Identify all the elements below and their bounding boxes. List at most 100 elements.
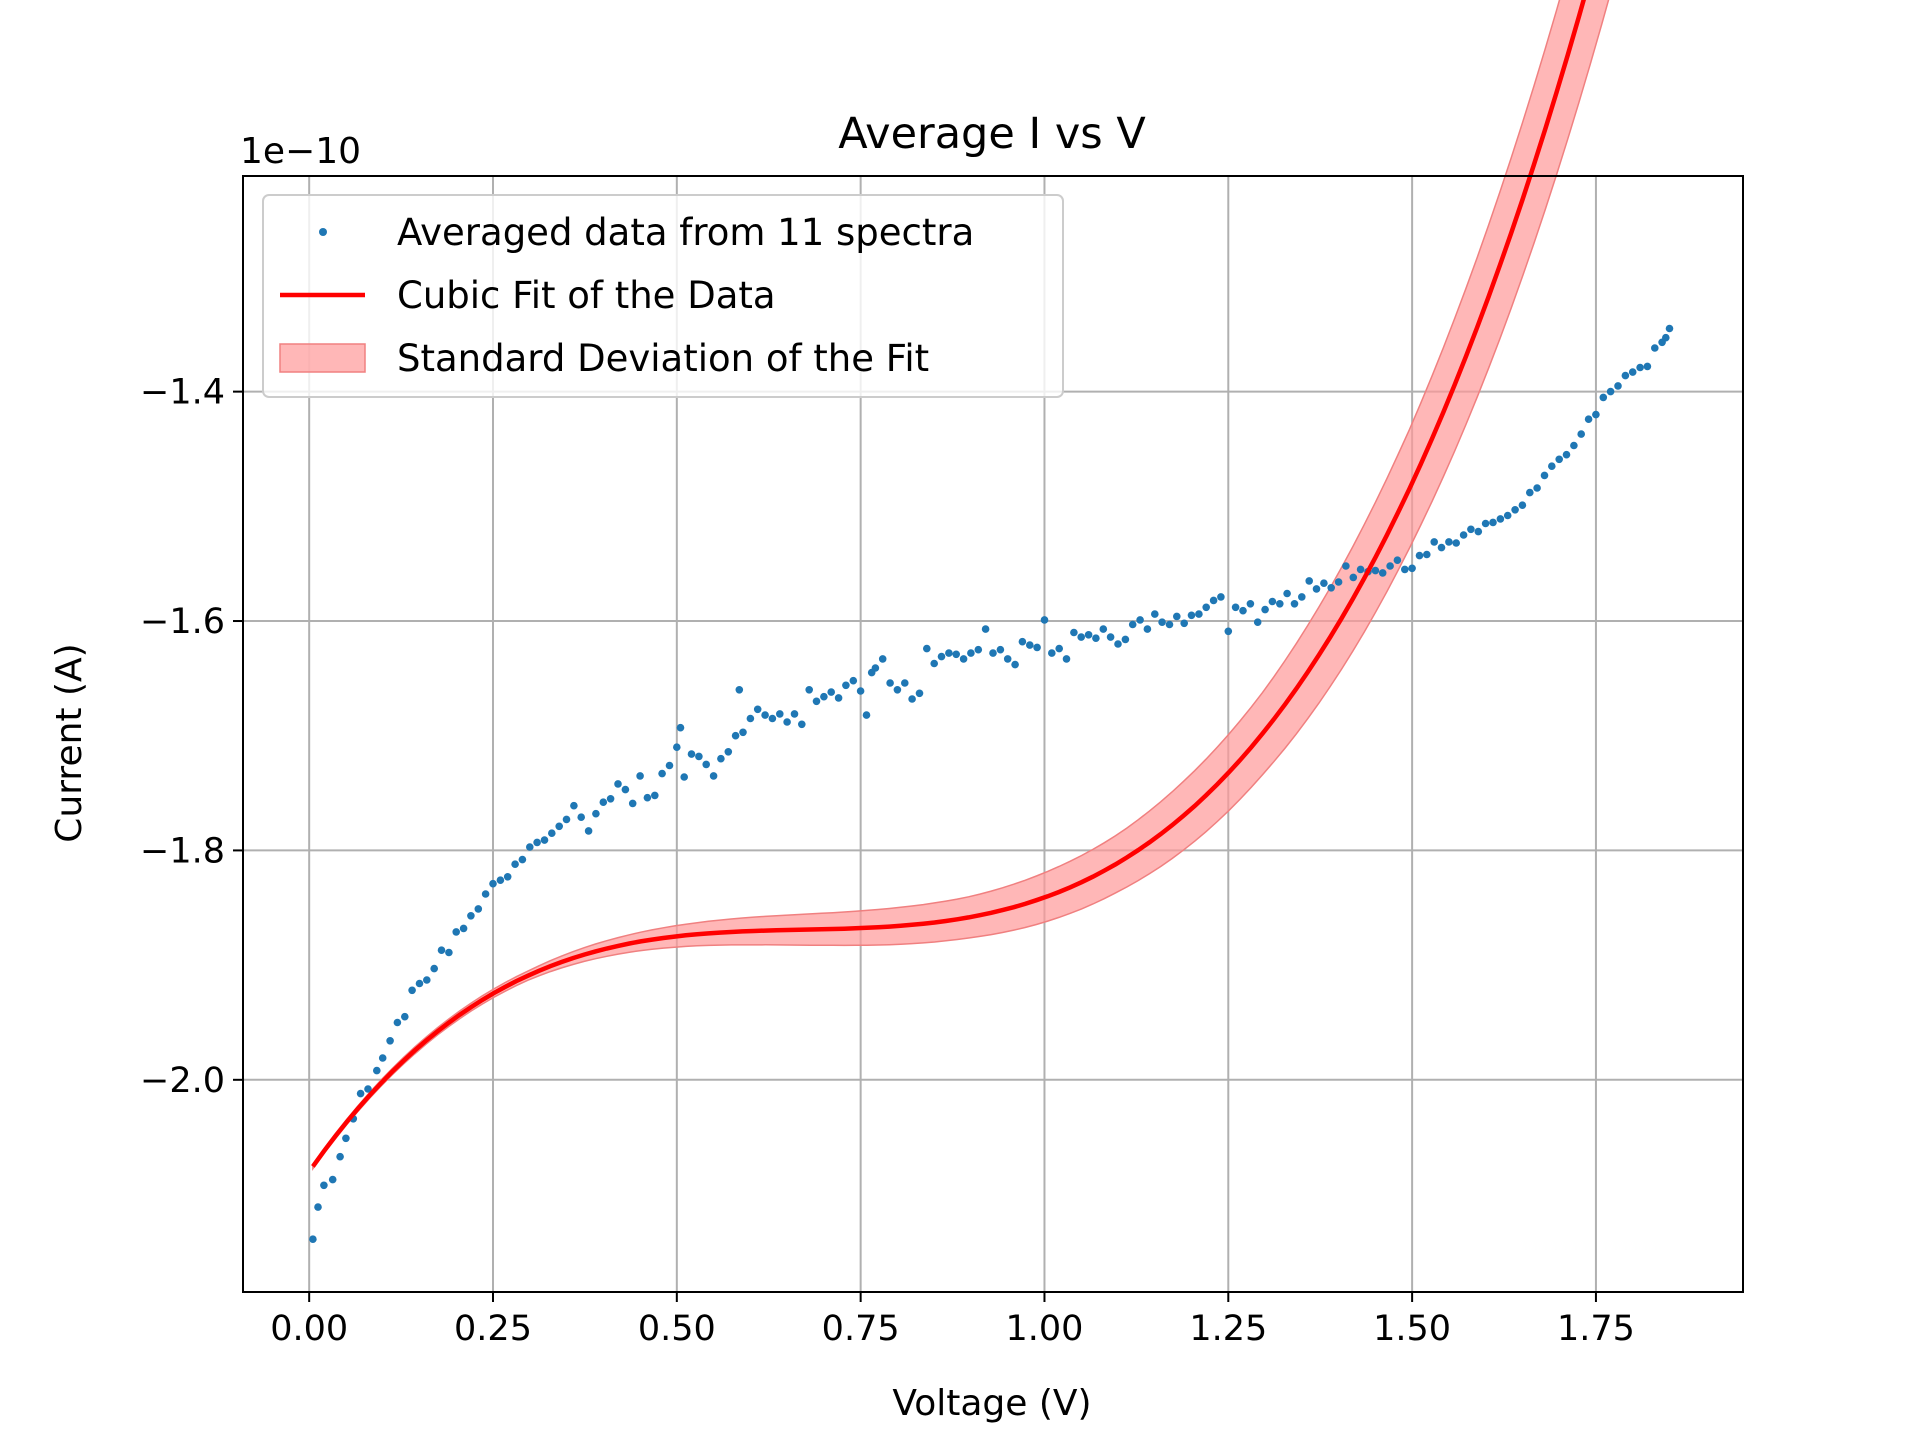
data-point bbox=[717, 754, 725, 763]
data-point bbox=[1158, 618, 1166, 626]
data-point bbox=[452, 928, 461, 936]
data-point bbox=[342, 1134, 350, 1143]
data-point bbox=[614, 780, 622, 788]
y-axis-ticks: −2.0 −1.8 −1.6 −1.4 bbox=[140, 373, 243, 1101]
data-point bbox=[1526, 488, 1534, 497]
data-point bbox=[1452, 539, 1460, 547]
data-point bbox=[533, 838, 541, 847]
data-point bbox=[1540, 471, 1549, 480]
data-point bbox=[423, 976, 431, 984]
data-point bbox=[1312, 585, 1321, 593]
data-point bbox=[665, 761, 674, 770]
data-point bbox=[540, 836, 549, 844]
data-point bbox=[415, 979, 424, 988]
data-point bbox=[1011, 660, 1019, 669]
data-point bbox=[320, 1181, 328, 1190]
data-point bbox=[776, 710, 784, 718]
data-point bbox=[1636, 363, 1644, 372]
data-point bbox=[1665, 324, 1674, 333]
data-point bbox=[1224, 627, 1233, 636]
data-point bbox=[1415, 551, 1424, 560]
data-point bbox=[373, 1066, 381, 1075]
scatter-points bbox=[309, 324, 1674, 1243]
x-tick-label: 0.50 bbox=[638, 1309, 716, 1349]
data-point bbox=[555, 822, 563, 831]
data-point bbox=[658, 769, 666, 778]
data-point bbox=[1437, 543, 1446, 552]
data-point bbox=[621, 785, 630, 794]
data-point bbox=[901, 679, 909, 687]
x-tick-label: 1.50 bbox=[1373, 1309, 1451, 1349]
data-point bbox=[577, 813, 585, 821]
data-point bbox=[967, 649, 975, 657]
data-point bbox=[474, 905, 483, 913]
data-point bbox=[1246, 600, 1255, 608]
legend-label: Averaged data from 11 spectra bbox=[397, 211, 974, 254]
data-point bbox=[1143, 625, 1152, 633]
data-point bbox=[356, 1089, 365, 1098]
data-point bbox=[812, 697, 821, 706]
fit-line-layer bbox=[311, 0, 1586, 1168]
data-point bbox=[989, 649, 997, 657]
data-point bbox=[996, 645, 1005, 654]
data-point bbox=[952, 650, 960, 659]
legend: Averaged data from 11 spectra Cubic Fit o… bbox=[262, 194, 1064, 398]
data-point bbox=[827, 688, 835, 696]
x-axis-ticks: 0.00 0.25 0.50 0.75 1.00 1.25 1.50 1.75 bbox=[270, 1292, 1635, 1349]
data-point bbox=[1173, 612, 1181, 621]
data-point bbox=[739, 728, 747, 737]
y-tick-label: −1.8 bbox=[140, 831, 225, 871]
data-point bbox=[1349, 573, 1358, 582]
data-point bbox=[386, 1037, 394, 1045]
data-point bbox=[1386, 562, 1394, 570]
data-point bbox=[695, 752, 703, 761]
data-point bbox=[1026, 641, 1034, 649]
data-point bbox=[1401, 565, 1409, 574]
data-point bbox=[518, 855, 527, 864]
data-point bbox=[1371, 566, 1380, 575]
std-band-layer bbox=[312, 0, 1610, 1171]
data-point bbox=[1077, 633, 1085, 641]
data-point bbox=[1584, 415, 1593, 424]
data-point bbox=[1489, 518, 1497, 527]
data-point bbox=[1592, 410, 1600, 419]
plot-frame bbox=[242, 175, 1744, 1293]
data-point bbox=[1099, 625, 1108, 633]
data-point bbox=[445, 948, 453, 957]
data-point bbox=[1533, 484, 1541, 492]
data-point bbox=[923, 644, 931, 653]
data-point bbox=[401, 1012, 409, 1021]
y-axis-offset-label: 1e−10 bbox=[240, 131, 361, 172]
data-point bbox=[643, 793, 652, 802]
data-point bbox=[783, 718, 791, 726]
data-point bbox=[856, 687, 865, 695]
data-point bbox=[1018, 637, 1027, 646]
data-point bbox=[1165, 620, 1174, 629]
x-tick-label: 0.75 bbox=[822, 1309, 900, 1349]
data-point bbox=[1474, 527, 1483, 536]
data-point bbox=[511, 860, 519, 868]
data-point bbox=[790, 710, 799, 718]
data-point bbox=[702, 760, 710, 769]
data-point bbox=[849, 676, 858, 685]
data-point bbox=[1651, 344, 1659, 352]
data-point bbox=[1187, 611, 1196, 620]
data-point bbox=[584, 827, 593, 835]
data-point bbox=[761, 711, 769, 719]
data-point bbox=[1136, 616, 1144, 624]
data-point bbox=[731, 731, 740, 740]
data-point bbox=[1121, 635, 1130, 644]
data-point bbox=[489, 879, 497, 888]
data-point bbox=[1467, 525, 1475, 534]
data-point bbox=[1261, 605, 1269, 614]
data-point bbox=[673, 743, 681, 751]
x-tick-label: 1.75 bbox=[1557, 1309, 1635, 1349]
data-point bbox=[1621, 371, 1630, 380]
data-point bbox=[1342, 562, 1350, 570]
data-point bbox=[606, 795, 615, 803]
y-tick-label: −1.6 bbox=[140, 602, 225, 642]
data-point bbox=[1445, 538, 1453, 546]
data-point bbox=[1231, 603, 1240, 612]
data-point bbox=[1040, 616, 1049, 624]
